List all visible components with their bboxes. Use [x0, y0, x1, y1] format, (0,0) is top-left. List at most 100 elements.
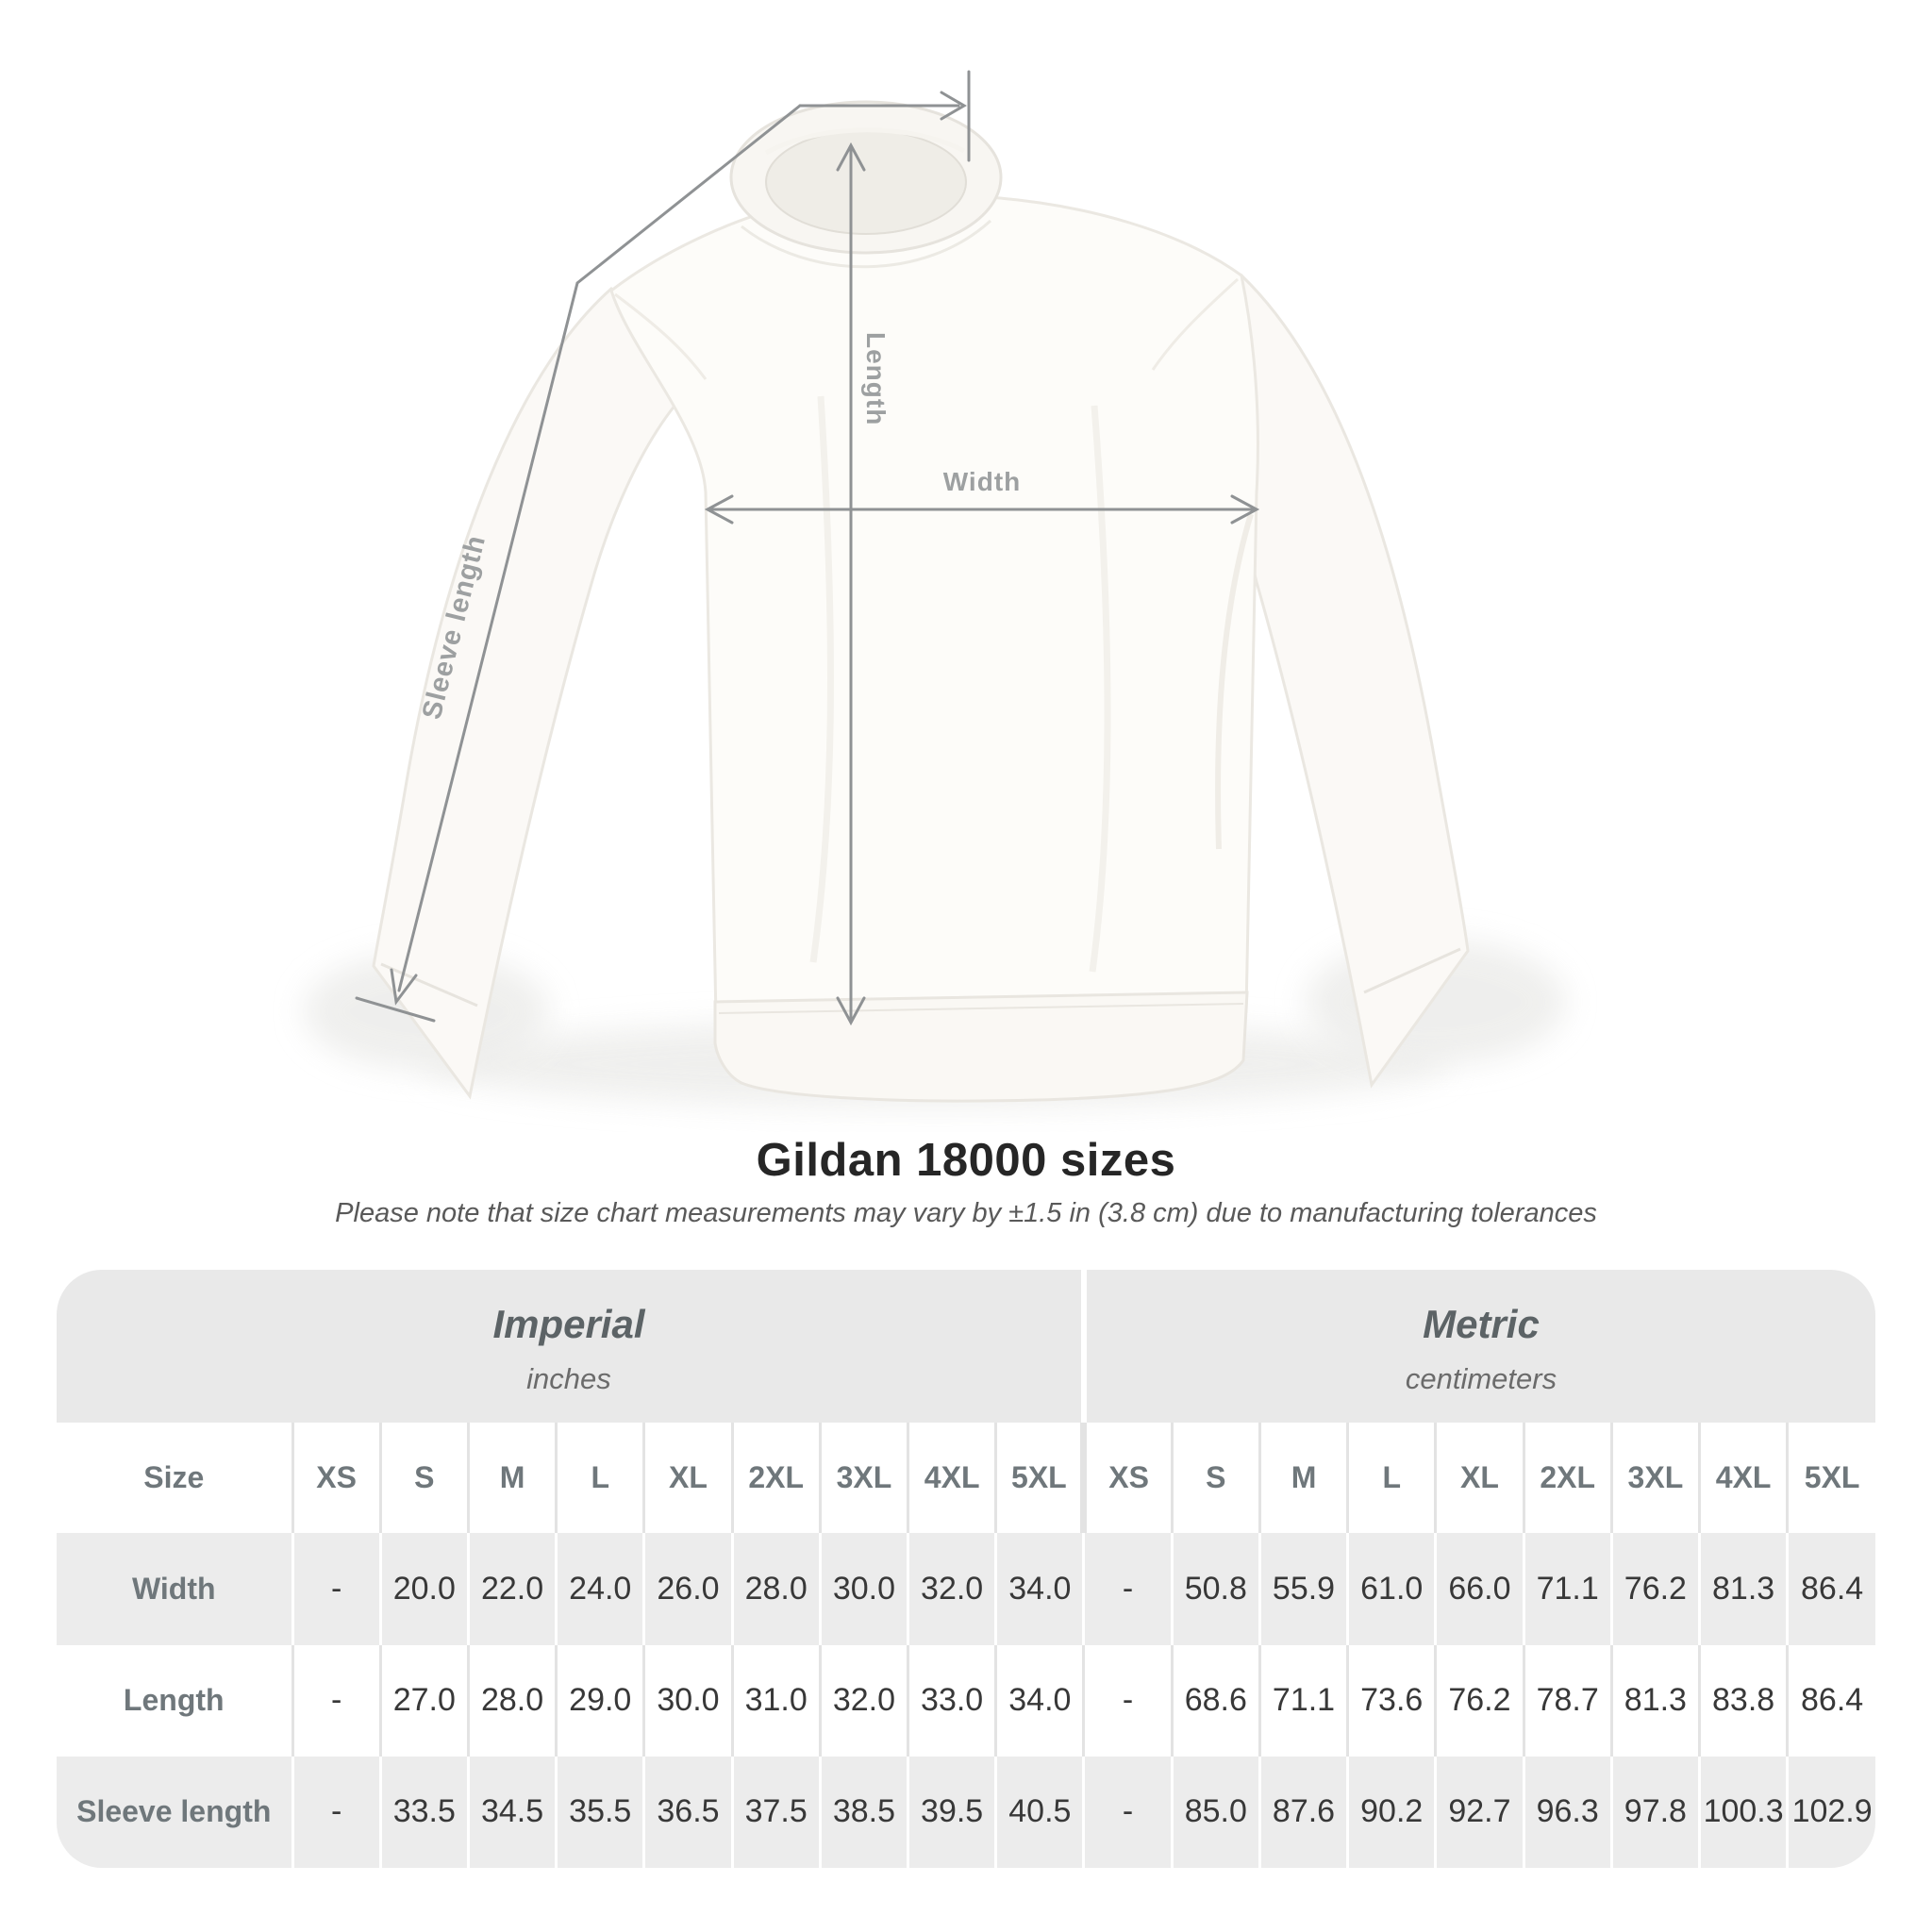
value-cell: 30.0 — [642, 1644, 733, 1757]
value-cell: 66.0 — [1434, 1533, 1524, 1645]
collar-seam — [741, 219, 992, 269]
size-col-header: M — [1257, 1423, 1348, 1534]
value-cell: 34.0 — [994, 1644, 1084, 1757]
value-cell: 28.0 — [730, 1533, 821, 1645]
right-shoulder-seam — [1151, 277, 1240, 371]
size-col-header: XS — [291, 1423, 381, 1534]
length-arrowhead-top — [836, 142, 866, 172]
row-label: Sleeve length — [76, 1794, 272, 1829]
sweatshirt-illustration — [304, 100, 1566, 1108]
metric-band-cell: Metric centimeters — [1083, 1270, 1875, 1424]
value-cell: 32.0 — [818, 1644, 908, 1757]
size-col-header: L — [1346, 1423, 1436, 1534]
size-col-header: XS — [1080, 1423, 1173, 1534]
size-col-header: 2XL — [1522, 1423, 1612, 1534]
left-cuff-seam — [380, 962, 478, 1008]
metric-label: Metric — [1423, 1301, 1540, 1346]
value-cell: 86.4 — [1786, 1644, 1875, 1757]
table-row: Length -27.0 28.0 29.0 30.0 31.0 32.0 33.0 34.0-… — [57, 1644, 1875, 1757]
left-sleeve — [372, 286, 708, 1100]
value-cell: 31.0 — [730, 1644, 821, 1757]
value-cell: 76.2 — [1434, 1644, 1524, 1757]
value-cell: 20.0 — [378, 1533, 469, 1645]
value-cell: 86.4 — [1786, 1533, 1875, 1645]
size-col-header: 3XL — [818, 1423, 908, 1534]
size-col-header: S — [1170, 1423, 1260, 1534]
value-cell: 90.2 — [1346, 1756, 1436, 1868]
size-col-header: 4XL — [907, 1423, 996, 1534]
imperial-band-cell: Imperial inches — [57, 1270, 1087, 1424]
value-cell: - — [291, 1644, 381, 1757]
value-cell: 78.7 — [1522, 1644, 1612, 1757]
value-cell: 61.0 — [1346, 1533, 1436, 1645]
value-cell: 36.5 — [642, 1756, 733, 1868]
size-header-row: Size XS S M L XL 2XL 3XL 4XL 5XL XS S M L XL 2XL 3XL 4XL… — [57, 1423, 1875, 1534]
value-cell: 35.5 — [555, 1756, 644, 1868]
value-cell: 96.3 — [1522, 1756, 1612, 1868]
unit-band-row: Imperial inches Metric centimeters — [57, 1270, 1875, 1424]
size-col-header: XL — [1434, 1423, 1524, 1534]
page-subtitle: Please note that size chart measurements… — [335, 1198, 1597, 1228]
value-cell: 97.8 — [1609, 1756, 1700, 1868]
value-cell: 71.1 — [1522, 1533, 1612, 1645]
value-cell: - — [1082, 1756, 1173, 1868]
value-cell: 30.0 — [818, 1533, 908, 1645]
right-cuff-seam — [1363, 947, 1461, 994]
page-title: Gildan 18000 sizes — [756, 1135, 1176, 1186]
product-photo-area: Length Width Sleeve length — [304, 70, 1566, 1108]
size-col-header: 2XL — [730, 1423, 821, 1534]
imperial-label: Imperial — [492, 1301, 645, 1346]
value-cell: - — [1082, 1644, 1173, 1757]
table-row: Width -20.0 22.0 24.0 26.0 28.0 30.0 32.0 34.0-5… — [57, 1533, 1875, 1645]
value-cell: 29.0 — [555, 1644, 644, 1757]
value-cell: 40.5 — [994, 1756, 1084, 1868]
value-cell: 71.1 — [1257, 1644, 1348, 1757]
sleeve-dimension-diagonal — [397, 104, 802, 992]
length-dimension-label: Length — [861, 332, 891, 425]
value-cell: 24.0 — [555, 1533, 644, 1645]
sleeve-bottom-tick — [355, 996, 436, 1023]
value-cell: 87.6 — [1257, 1756, 1348, 1868]
size-col-header: 4XL — [1697, 1423, 1788, 1534]
value-cell: 85.0 — [1170, 1756, 1260, 1868]
sweatshirt-diagram: Length Width Sleeve length — [304, 70, 1566, 1108]
value-cell: 32.0 — [907, 1533, 996, 1645]
length-arrowhead-bottom — [836, 996, 866, 1026]
size-col-header: 5XL — [1786, 1423, 1875, 1534]
value-cell: - — [291, 1756, 381, 1868]
value-cell: 102.9 — [1786, 1756, 1875, 1868]
row-label: Length — [123, 1683, 225, 1718]
size-col-header: S — [378, 1423, 469, 1534]
value-cell: 81.3 — [1697, 1533, 1788, 1645]
value-cell: 33.5 — [378, 1756, 469, 1868]
value-cell: 50.8 — [1170, 1533, 1260, 1645]
left-shoulder-seam — [614, 292, 708, 380]
imperial-unit-label: inches — [526, 1361, 611, 1395]
value-cell: 26.0 — [642, 1533, 733, 1645]
width-arrowhead-right — [1230, 494, 1260, 525]
value-cell: 73.6 — [1346, 1644, 1436, 1757]
size-chart-table: Imperial inches Metric centimeters Size … — [57, 1270, 1875, 1868]
value-cell: 68.6 — [1170, 1644, 1260, 1757]
collar-opening — [765, 129, 967, 235]
sleeve-arrowhead-bottom — [390, 968, 418, 1006]
size-table: Imperial inches Metric centimeters Size … — [57, 1270, 1875, 1868]
value-cell: 38.5 — [818, 1756, 908, 1868]
value-cell: 81.3 — [1609, 1644, 1700, 1757]
value-cell: 83.8 — [1697, 1644, 1788, 1757]
value-cell: 27.0 — [378, 1644, 469, 1757]
metric-unit-label: centimeters — [1405, 1361, 1557, 1395]
width-arrowhead-left — [704, 494, 734, 525]
value-cell: - — [1082, 1533, 1173, 1645]
value-cell: 100.3 — [1697, 1756, 1788, 1868]
value-cell: 55.9 — [1257, 1533, 1348, 1645]
dimension-lines — [355, 70, 1260, 1026]
size-col-header: 5XL — [994, 1423, 1084, 1534]
size-col-header: M — [466, 1423, 557, 1534]
size-col-header: 3XL — [1609, 1423, 1700, 1534]
size-col-header: XL — [642, 1423, 733, 1534]
value-cell: - — [291, 1533, 381, 1645]
size-header-cell: Size — [143, 1460, 205, 1495]
size-table-body: Imperial inches Metric centimeters Size … — [57, 1270, 1875, 1868]
body-panel — [609, 193, 1259, 1027]
